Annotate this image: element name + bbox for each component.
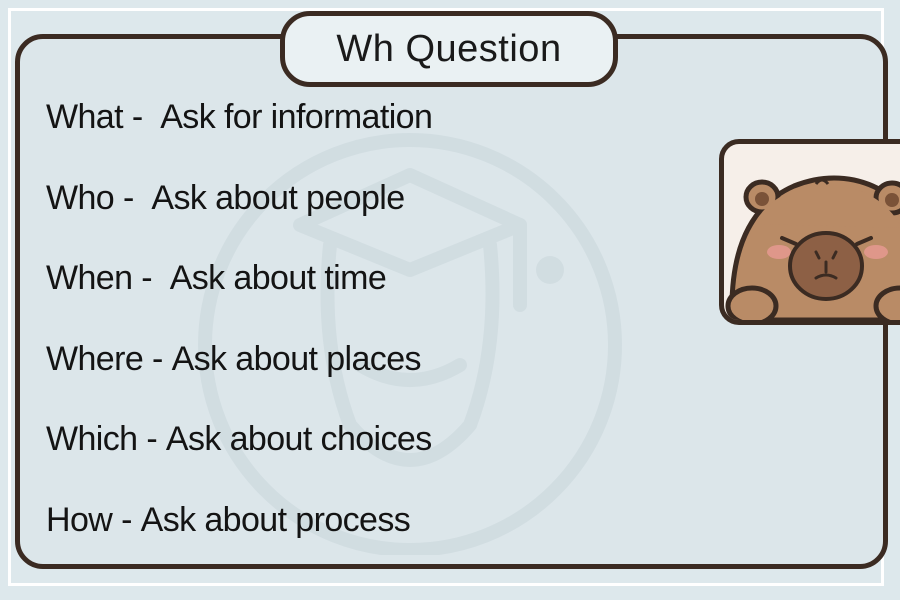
watermark-icon <box>198 133 622 555</box>
question-word: How <box>46 500 113 539</box>
list-item: When - Ask about time <box>46 259 432 340</box>
question-word: When <box>46 259 133 298</box>
question-meaning: Ask about places <box>171 339 422 378</box>
separator: - <box>122 98 161 136</box>
separator: - <box>143 339 172 378</box>
list-item: Who - Ask about people <box>46 179 432 260</box>
list-item: What - Ask for information <box>46 98 433 179</box>
question-word: Which <box>46 420 138 459</box>
question-meaning: Ask for information <box>160 98 433 136</box>
question-word: What <box>46 98 124 136</box>
title-pill: Wh Question <box>280 11 618 87</box>
question-word: Who <box>46 178 115 217</box>
list-item: How - Ask about process <box>46 501 432 582</box>
separator: - <box>112 500 141 539</box>
capybara-icon <box>725 175 900 320</box>
question-meaning: Ask about people <box>151 178 405 217</box>
sticker-frame <box>719 139 900 325</box>
question-meaning: Ask about process <box>140 500 411 539</box>
list-item: Where - Ask about places <box>46 340 432 421</box>
question-meaning: Ask about time <box>169 259 387 298</box>
question-list: What - Ask for information Who - Ask abo… <box>46 98 433 582</box>
separator: - <box>137 420 166 459</box>
list-item: Which - Ask about choices <box>46 420 432 501</box>
question-word: Where <box>46 339 144 378</box>
separator: - <box>114 178 152 217</box>
page-title: Wh Question <box>336 27 562 70</box>
question-meaning: Ask about choices <box>165 420 432 459</box>
separator: - <box>132 259 170 298</box>
